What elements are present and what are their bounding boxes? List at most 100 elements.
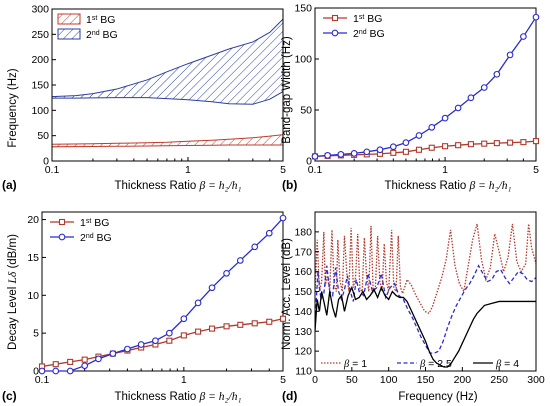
panel-d-xtick-label-1: 50 (346, 374, 358, 386)
panel-a-ytick-label-2: 100 (31, 105, 49, 117)
panel-b-s1-point-12 (467, 141, 474, 148)
panel-d-xtick-label-6: 300 (527, 374, 545, 386)
panel-b-ytick-label-0: 0 (306, 156, 312, 168)
panel-d-ytick-label-7: 180 (294, 226, 312, 238)
panel-d-ytick-label-2: 130 (294, 326, 312, 338)
panel-b-s2-point-9 (428, 123, 436, 131)
panel-a-legend-swatch-2 (57, 28, 81, 40)
panel-a-ytick-label-3: 150 (31, 80, 49, 92)
panel-c-s2-point-6 (124, 345, 131, 353)
panel-b-s1-point-6 (390, 149, 397, 156)
panel-c-legend-label-2: 2nd BG (80, 232, 112, 244)
panel-c-s2-point-1 (52, 367, 60, 375)
panel-d-ytick-label-3: 140 (294, 306, 312, 318)
panel-c-plot-frame (41, 211, 284, 372)
panel-b: Band-gap Width (Hz) Thickness Ratio β = … (281, 3, 540, 192)
panel-a: Frequency (Hz) Thickness Ratio β = h₂/h₁… (2, 4, 286, 193)
panel-b-s1-point-15 (507, 139, 514, 146)
panel-a-legend-swatch-1 (57, 13, 81, 25)
panel-c-legend-marker-2 (58, 233, 66, 241)
panel-b-ytick-label-2: 100 (294, 54, 312, 66)
panel-a-ytick-label-0: 0 (43, 156, 49, 168)
panel-b-s2-point-2 (337, 151, 345, 158)
panel-d-xtick-label-2: 100 (380, 374, 398, 386)
panel-a-xtick-label-0: 0.1 (45, 164, 60, 176)
panel-c-s1-point-11 (195, 328, 202, 335)
panel-b-xtick-label-0: 0.1 (308, 164, 323, 176)
panel-c-legend-label-1: 1st BG (80, 217, 109, 229)
panel-a-band-1 (51, 134, 284, 148)
panel-b-legend-label-2: 2nd BG (353, 28, 385, 40)
panel-b-s2-point-1 (324, 152, 331, 159)
panel-a-ytick-label-4: 200 (31, 54, 49, 66)
panel-b-xtick-label-2: 5 (533, 164, 539, 176)
panel-b-legend-label-1: 1st BG (353, 13, 382, 25)
panel-d-ytick-label-0: 110 (295, 366, 312, 378)
panel-d-ylabel: Norm. Acc. Level (dB) (281, 238, 293, 350)
panel-c-xtick-label-1: 1 (181, 374, 187, 386)
panel-c-s2-point-3 (81, 362, 89, 370)
panel-c-ylabel: Decay Level Lδ (dB/m) (7, 234, 19, 350)
panel-d-legend-label-2: β = 2.5 (419, 358, 452, 370)
panel-c-s1-point-15 (251, 320, 258, 327)
panel-c-legend-marker-1 (58, 218, 66, 226)
panel-c-s2-point-2 (66, 367, 74, 375)
panel-b-s1-point-13 (481, 140, 488, 147)
panel-c-s2-point-9 (165, 329, 173, 337)
panel-c-s2-point-12 (208, 284, 216, 292)
panel-a-xtick-label-1: 1 (185, 164, 191, 176)
panel-a-label: (a) (2, 178, 17, 192)
panel-a-legend-label-1: 1st BG (86, 14, 115, 26)
panel-d-xtick-label-5: 250 (490, 374, 508, 386)
panel-b-s2-point-13 (480, 84, 488, 91)
panel-b-s1-point-17 (532, 138, 540, 145)
panel-d-ytick-label-5: 160 (294, 266, 312, 278)
panel-b-s2-point-16 (520, 33, 527, 40)
panel-d-ytick-label-4: 150 (294, 286, 312, 298)
panel-b-legend-marker-1 (331, 14, 339, 22)
panel-b-xtick-label-1: 1 (442, 164, 448, 176)
panel-d-ytick-label-1: 120 (294, 346, 312, 358)
panel-c-s1-point-1 (52, 361, 59, 368)
panel-b-s2-point-5 (376, 146, 384, 154)
panel-a-legend-label-2: 2nd BG (86, 29, 118, 41)
panel-d-ytick-label-6: 170 (294, 246, 312, 258)
panel-c-s1-point-12 (208, 325, 216, 332)
panel-c: Decay Level Lδ (dB/m) Thickness Ratio β … (2, 211, 287, 403)
panel-b-plot-frame (314, 7, 537, 162)
panel-a-ylabel: Frequency (Hz) (7, 68, 19, 147)
panel-c-ytick-label-1: 5 (33, 328, 39, 340)
panel-d-label: (d) (282, 389, 297, 403)
panel-d-xtick-label-0: 0 (312, 374, 318, 386)
panel-b-s2-point-17 (532, 13, 540, 21)
panel-d-plot-frame (314, 211, 537, 372)
panel-c-xtick-label-2: 5 (280, 374, 286, 386)
panel-c-s2-point-13 (223, 269, 230, 277)
panel-c-s2-point-16 (265, 229, 273, 237)
panel-b-s2-point-14 (493, 70, 501, 78)
panel-b-s1-point-10 (442, 143, 449, 150)
panel-b-s1-point-9 (428, 144, 435, 151)
panel-b-s2-point-15 (506, 51, 514, 59)
panel-d-xtick-label-3: 150 (417, 374, 435, 386)
panel-b-s1-point-16 (520, 139, 527, 146)
panel-c-s2-point-5 (109, 350, 117, 357)
panel-c-s2-point-4 (95, 355, 102, 363)
panel-d-legend-label-1: β = 1 (343, 358, 367, 370)
panel-b-s2-point-7 (402, 139, 410, 146)
panel-c-ytick-label-2: 10 (27, 290, 39, 302)
panel-b-s1-point-11 (455, 142, 462, 149)
panel-c-s2-point-11 (194, 299, 202, 307)
panel-c-label: (c) (2, 389, 17, 403)
panel-b-s2-point-6 (389, 143, 397, 151)
panel-c-series-line-2 (42, 217, 284, 372)
panel-b-s1-point-8 (415, 146, 423, 153)
panel-c-xlabel: Thickness Ratio β = h₂/h₁ (115, 391, 242, 403)
panel-d-xtick-label-4: 200 (454, 374, 472, 386)
panel-a-ytick-label-6: 300 (31, 4, 49, 16)
panel-c-ytick-label-4: 20 (27, 214, 39, 226)
panel-b-s1-point-14 (493, 140, 500, 147)
panel-c-s2-point-14 (236, 257, 244, 264)
panel-c-ytick-label-3: 15 (27, 252, 39, 264)
panel-c-s1-point-16 (266, 318, 273, 325)
